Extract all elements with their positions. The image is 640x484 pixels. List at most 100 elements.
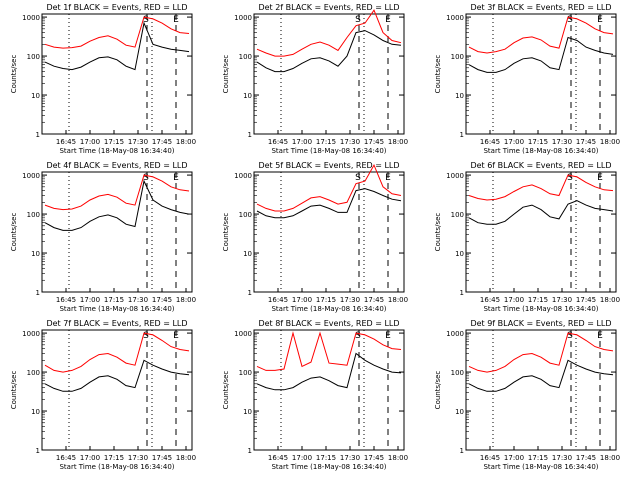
plot-frame xyxy=(253,13,405,135)
panel-6: Det 6f BLACK = Events, RED = LLD 1 10 100 10… xyxy=(434,161,620,313)
end-marker: E xyxy=(385,331,391,341)
y-tick-label: 100 xyxy=(451,369,464,377)
x-tick-label: 17:00 xyxy=(292,296,312,304)
y-tick-label: 10 xyxy=(455,408,464,416)
plot-frame xyxy=(465,171,617,293)
panel-1: Det 1f BLACK = Events, RED = LLD 1 10 100 10… xyxy=(10,3,196,155)
y-axis-label: Counts/sec xyxy=(222,55,230,94)
x-tick-label: 16:45 xyxy=(480,138,500,146)
plot-frame xyxy=(465,13,617,135)
y-tick-label: 1000 xyxy=(22,330,40,338)
x-tick-label: 18:00 xyxy=(176,138,196,146)
x-tick-label: 18:00 xyxy=(388,138,408,146)
x-axis-label: Start Time (18-May-08 16:34:40) xyxy=(271,147,386,155)
x-tick-label: 17:30 xyxy=(128,454,148,462)
x-tick-label: 17:45 xyxy=(152,138,172,146)
panel-title: Det 8f BLACK = Events, RED = LLD xyxy=(258,319,399,328)
start-marker: S xyxy=(355,331,361,341)
y-axis-label: Counts/sec xyxy=(434,55,442,94)
y-tick-label: 1000 xyxy=(22,14,40,22)
end-marker: E xyxy=(173,331,179,341)
x-tick-label: 17:15 xyxy=(528,138,548,146)
x-tick-label: 18:00 xyxy=(600,454,620,462)
x-axis-label: Start Time (18-May-08 16:34:40) xyxy=(59,147,174,155)
panel-title: Det 5f BLACK = Events, RED = LLD xyxy=(258,161,399,170)
series-line-lld xyxy=(256,331,402,371)
start-marker: S xyxy=(355,15,361,25)
y-tick-label: 100 xyxy=(451,211,464,219)
x-tick-label: 17:45 xyxy=(364,138,384,146)
x-tick-label: 17:15 xyxy=(528,296,548,304)
y-tick-label: 10 xyxy=(455,250,464,258)
x-tick-label: 18:00 xyxy=(388,454,408,462)
end-marker: E xyxy=(173,173,179,183)
y-tick-label: 1 xyxy=(248,131,252,139)
panel-title: Det 9f BLACK = Events, RED = LLD xyxy=(470,319,611,328)
plot-frame xyxy=(41,329,193,451)
start-marker: S xyxy=(567,173,573,183)
x-tick-label: 17:15 xyxy=(104,454,124,462)
x-tick-label: 16:45 xyxy=(268,296,288,304)
x-tick-label: 18:00 xyxy=(600,296,620,304)
panel-title: Det 4f BLACK = Events, RED = LLD xyxy=(46,161,187,170)
y-tick-label: 10 xyxy=(31,92,40,100)
y-tick-label: 1000 xyxy=(234,330,252,338)
series-line-lld xyxy=(256,9,402,57)
plot-frame xyxy=(253,171,405,293)
y-tick-label: 1000 xyxy=(234,172,252,180)
x-tick-label: 17:30 xyxy=(340,296,360,304)
y-tick-label: 1000 xyxy=(234,14,252,22)
series-line-events xyxy=(256,352,402,391)
x-tick-label: 17:15 xyxy=(528,454,548,462)
y-tick-label: 100 xyxy=(239,211,252,219)
panel-8: Det 8f BLACK = Events, RED = LLD 1 10 100 10… xyxy=(222,319,408,471)
x-axis-label: Start Time (18-May-08 16:34:40) xyxy=(483,147,598,155)
end-marker: E xyxy=(385,15,391,25)
panel-5: Det 5f BLACK = Events, RED = LLD 1 10 100 10… xyxy=(222,161,408,313)
plot-frame xyxy=(41,13,193,135)
x-tick-label: 17:30 xyxy=(340,138,360,146)
plot-frame xyxy=(41,171,193,293)
y-axis-label: Counts/sec xyxy=(434,213,442,252)
series-line-events xyxy=(256,30,402,73)
y-tick-label: 1 xyxy=(460,289,464,297)
panel-title: Det 3f BLACK = Events, RED = LLD xyxy=(470,3,611,12)
x-tick-label: 16:45 xyxy=(56,138,76,146)
y-tick-label: 100 xyxy=(451,53,464,61)
plot-frame xyxy=(253,329,405,451)
x-tick-label: 17:15 xyxy=(104,296,124,304)
end-marker: E xyxy=(597,15,603,25)
y-tick-label: 100 xyxy=(239,53,252,61)
x-tick-label: 17:00 xyxy=(80,296,100,304)
series-line-events xyxy=(44,179,190,231)
series-line-events xyxy=(44,21,190,71)
y-tick-label: 100 xyxy=(27,211,40,219)
y-tick-label: 10 xyxy=(31,250,40,258)
y-tick-label: 1000 xyxy=(446,172,464,180)
series-line-lld xyxy=(44,16,190,49)
x-tick-label: 17:00 xyxy=(292,454,312,462)
x-tick-label: 17:00 xyxy=(504,454,524,462)
x-tick-label: 16:45 xyxy=(480,296,500,304)
x-tick-label: 17:30 xyxy=(340,454,360,462)
series-line-events xyxy=(468,359,614,392)
x-tick-label: 17:45 xyxy=(364,454,384,462)
series-line-events xyxy=(468,200,614,225)
x-tick-label: 17:30 xyxy=(128,138,148,146)
end-marker: E xyxy=(597,331,603,341)
x-tick-label: 17:30 xyxy=(128,296,148,304)
x-tick-label: 17:00 xyxy=(80,138,100,146)
y-axis-label: Counts/sec xyxy=(434,371,442,410)
x-tick-label: 17:00 xyxy=(504,296,524,304)
series-line-lld xyxy=(468,174,614,201)
y-tick-label: 10 xyxy=(455,92,464,100)
x-tick-label: 17:45 xyxy=(364,296,384,304)
y-tick-label: 1 xyxy=(248,289,252,297)
series-line-lld xyxy=(44,174,190,211)
y-tick-label: 1 xyxy=(36,289,40,297)
y-axis-label: Counts/sec xyxy=(222,213,230,252)
plot-frame xyxy=(465,329,617,451)
end-marker: E xyxy=(597,173,603,183)
x-tick-label: 17:45 xyxy=(576,454,596,462)
x-tick-label: 16:45 xyxy=(56,454,76,462)
